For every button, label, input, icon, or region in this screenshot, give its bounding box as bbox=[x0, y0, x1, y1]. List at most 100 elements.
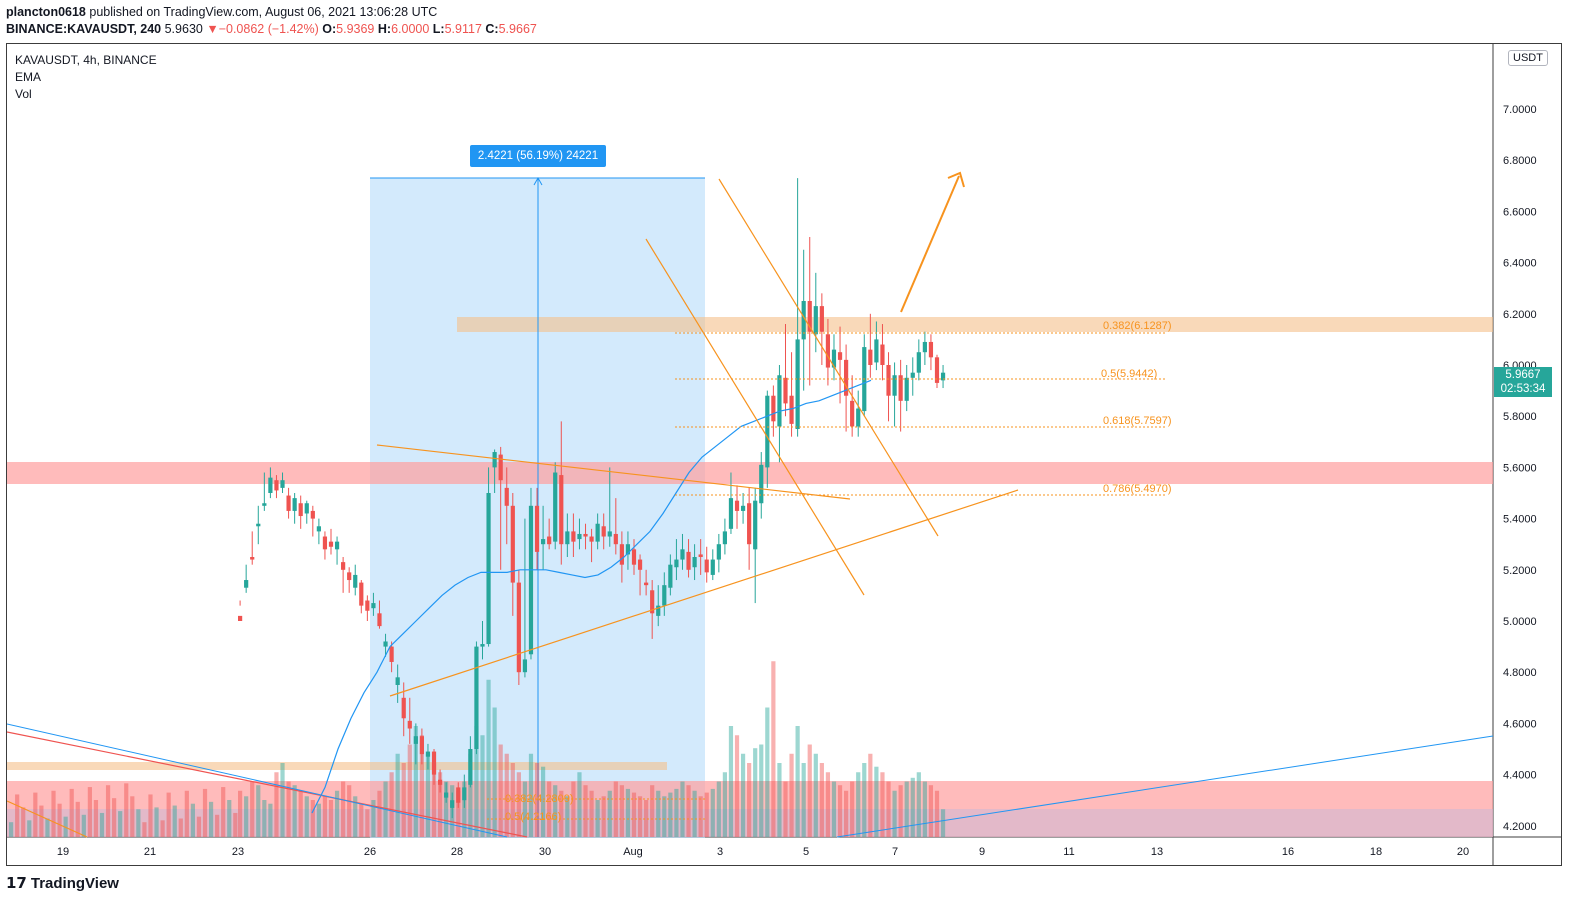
volume-bar bbox=[166, 792, 171, 837]
volume-bar bbox=[765, 707, 770, 837]
candle-body bbox=[807, 301, 812, 332]
time-tick-label: 9 bbox=[979, 846, 985, 858]
volume-bar bbox=[777, 763, 782, 837]
candle-body bbox=[371, 603, 376, 609]
legend-ema[interactable]: EMA bbox=[15, 70, 42, 84]
volume-bar bbox=[498, 744, 503, 837]
candle-body bbox=[698, 554, 703, 557]
tradingview-logo-icon: 𝟭𝟳 bbox=[6, 875, 27, 892]
volume-bar bbox=[534, 763, 540, 837]
volume-bar bbox=[310, 800, 315, 837]
author-name[interactable]: plancton0618 bbox=[6, 5, 86, 19]
volume-bar bbox=[813, 753, 818, 837]
candle-body bbox=[328, 541, 334, 547]
volume-bar bbox=[202, 788, 208, 837]
volume-bar bbox=[565, 796, 570, 837]
chart-frame bbox=[6, 43, 1562, 866]
candle-body bbox=[728, 498, 734, 529]
volume-bar bbox=[456, 790, 461, 837]
fib-level-label: 0.5(5.9442) bbox=[1101, 368, 1157, 380]
candle-body bbox=[256, 523, 261, 527]
volume-bar bbox=[250, 781, 255, 837]
volume-bar bbox=[553, 785, 558, 837]
volume-bar bbox=[256, 785, 261, 837]
candle-body bbox=[928, 341, 934, 358]
bar-countdown: 02:53:34 bbox=[1500, 383, 1546, 395]
volume-bar bbox=[831, 781, 837, 837]
volume-bar bbox=[656, 790, 661, 837]
candle-body bbox=[353, 574, 358, 588]
fib-level-label: 0.382(6.1287) bbox=[1103, 320, 1172, 332]
volume-bar bbox=[425, 753, 431, 837]
volume-bar bbox=[898, 785, 903, 837]
currency-unit-badge[interactable]: USDT bbox=[1508, 50, 1548, 66]
time-tick-label: 7 bbox=[892, 846, 898, 858]
volume-bar bbox=[444, 781, 449, 837]
volume-bar bbox=[571, 781, 576, 837]
candle-body bbox=[607, 531, 612, 537]
candle-body bbox=[668, 564, 673, 588]
volume-bar bbox=[528, 753, 534, 837]
volume-bar bbox=[613, 781, 618, 837]
volume-bar bbox=[347, 785, 352, 837]
price-chart[interactable]: 0.382(6.1287) 0.5(5.9442) 0.618(5.7597) 0.7… bbox=[7, 44, 1561, 865]
candle-body bbox=[619, 544, 624, 565]
volume-bar bbox=[407, 744, 412, 837]
volume-bar bbox=[759, 744, 764, 837]
fib-level-label: 0.786(5.4970) bbox=[1103, 483, 1172, 495]
candle-body bbox=[425, 751, 431, 757]
price-tick-label: 4.6000 bbox=[1503, 718, 1537, 730]
last-price: 5.9630 bbox=[164, 22, 203, 36]
candle-body bbox=[831, 349, 837, 368]
candle-body bbox=[250, 557, 255, 560]
candle-body bbox=[437, 779, 443, 785]
volume-bar bbox=[274, 772, 279, 837]
volume-bar bbox=[668, 792, 673, 837]
candle-body bbox=[868, 349, 873, 365]
price-tick-label: 5.0000 bbox=[1503, 616, 1537, 628]
candle-body bbox=[692, 557, 697, 568]
candle-body bbox=[310, 510, 315, 519]
volume-bar bbox=[734, 735, 740, 837]
candle-body bbox=[874, 339, 879, 363]
candle-body bbox=[795, 339, 800, 429]
candle-body bbox=[334, 541, 340, 550]
volume-bar bbox=[328, 800, 334, 837]
price-tick-label: 4.2000 bbox=[1503, 821, 1537, 833]
volume-bar bbox=[856, 772, 861, 837]
volume-bar bbox=[583, 785, 588, 837]
volume-bar bbox=[650, 785, 655, 837]
time-tick-label: 20 bbox=[1457, 846, 1469, 858]
published-text: published on TradingView.com, August 06,… bbox=[85, 5, 438, 19]
candle-body bbox=[940, 372, 946, 381]
candle-body bbox=[680, 549, 685, 560]
volume-bar bbox=[371, 800, 376, 837]
volume-bar bbox=[233, 812, 238, 837]
legend-title[interactable]: KAVAUSDT, 4h, BINANCE bbox=[15, 53, 157, 67]
volume-bar bbox=[698, 796, 703, 837]
volume-bar bbox=[142, 822, 147, 837]
volume-bar bbox=[244, 796, 249, 837]
candle-body bbox=[886, 365, 891, 396]
volume-bar bbox=[704, 792, 709, 837]
candle-body bbox=[837, 352, 843, 360]
candle-body bbox=[595, 523, 600, 542]
candle-body bbox=[650, 590, 655, 614]
candle-body bbox=[528, 505, 534, 655]
volume-bar bbox=[437, 772, 443, 837]
volume-bar bbox=[286, 781, 291, 837]
volume-bar bbox=[801, 763, 806, 837]
tradingview-brand[interactable]: 𝟭𝟳 TradingView bbox=[6, 874, 119, 892]
orange-left-line bbox=[7, 800, 88, 838]
volume-bar bbox=[298, 790, 303, 837]
volume-bar bbox=[601, 796, 606, 837]
legend-vol[interactable]: Vol bbox=[15, 87, 32, 101]
volume-bar bbox=[644, 800, 649, 837]
volume-bar bbox=[486, 679, 491, 837]
volume-bar bbox=[595, 800, 600, 837]
volume-bar bbox=[577, 772, 582, 837]
candle-body bbox=[516, 582, 521, 673]
candle-body bbox=[268, 477, 273, 493]
candle-body bbox=[262, 503, 267, 506]
volume-bar bbox=[722, 772, 727, 837]
